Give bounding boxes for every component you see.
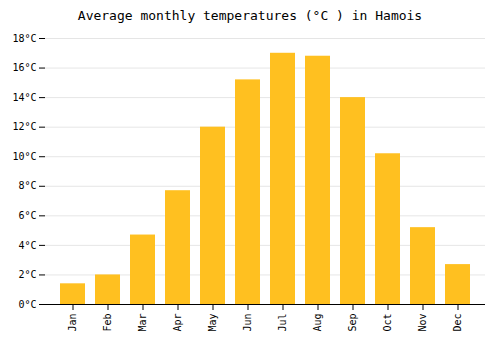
svg-text:Sep: Sep <box>347 314 358 332</box>
svg-text:Oct: Oct <box>382 314 393 332</box>
html-text:Average monthly temperatures (: Average monthly temperatures (°C ) in Ha… <box>77 8 423 23</box>
svg-text:0°C: 0°C <box>18 299 36 310</box>
svg-text:May: May <box>207 314 218 332</box>
svg-text:6°C: 6°C <box>18 210 36 221</box>
svg-text:Feb: Feb <box>102 314 113 332</box>
svg-text:18°C: 18°C <box>12 33 36 44</box>
svg-text:Jul: Jul <box>277 314 288 332</box>
svg-text:12°C: 12°C <box>12 121 36 132</box>
svg-text:8°C: 8°C <box>18 180 36 191</box>
svg-text:16°C: 16°C <box>12 62 36 73</box>
svg-text:Dec: Dec <box>452 314 463 332</box>
svg-text:Aug: Aug <box>312 314 323 332</box>
svg-text:4°C: 4°C <box>18 240 36 251</box>
svg-text:14°C: 14°C <box>12 92 36 103</box>
svg-text:2°C: 2°C <box>18 269 36 280</box>
svg-text:Jan: Jan <box>67 314 78 332</box>
svg-text:Mar: Mar <box>137 314 148 332</box>
svg-text:Jun: Jun <box>242 314 253 332</box>
svg-text:Apr: Apr <box>172 314 183 332</box>
svg-text:Nov: Nov <box>417 314 428 332</box>
svg-text:10°C: 10°C <box>12 151 36 162</box>
